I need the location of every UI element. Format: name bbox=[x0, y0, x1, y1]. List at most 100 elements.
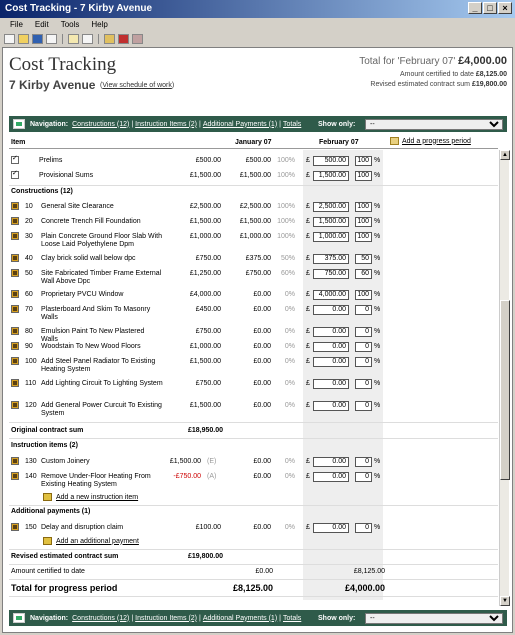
feb-amount-input[interactable]: 375.00 bbox=[313, 254, 349, 264]
status-icon[interactable] bbox=[11, 472, 19, 480]
vertical-scrollbar[interactable]: ▲ ▼ bbox=[499, 150, 510, 606]
feb-percent-input[interactable]: 100 bbox=[355, 171, 372, 181]
feb-percent-input[interactable]: 0 bbox=[355, 379, 372, 389]
nav-link-additional-payments[interactable]: Additional Payments (1) bbox=[202, 120, 278, 128]
nav-link-additional-payments[interactable]: Additional Payments (1) bbox=[202, 614, 278, 622]
feb-percent-input[interactable]: 50 bbox=[355, 254, 372, 264]
certified-summary-label: Amount certified to date bbox=[399, 71, 474, 78]
feb-percent-input[interactable]: 100 bbox=[355, 156, 372, 166]
add-instruction-item[interactable]: Add a new instruction item bbox=[43, 493, 138, 501]
feb-amount-input[interactable]: 1,500.00 bbox=[313, 217, 349, 227]
status-icon[interactable] bbox=[11, 232, 19, 240]
scroll-down-icon[interactable]: ▼ bbox=[500, 596, 510, 606]
table-icon[interactable] bbox=[132, 34, 143, 44]
status-icon[interactable] bbox=[11, 357, 19, 365]
feb-amount-input[interactable]: 1,000.00 bbox=[313, 232, 349, 242]
certified-total-row-jan: £0.00 bbox=[255, 568, 273, 575]
feb-percent-input[interactable]: 0 bbox=[355, 457, 372, 467]
feb-amount-input[interactable]: 0.00 bbox=[313, 457, 349, 467]
feb-percent-input[interactable]: 0 bbox=[355, 401, 372, 411]
status-icon[interactable] bbox=[11, 401, 19, 409]
status-icon[interactable] bbox=[11, 327, 19, 335]
close-button[interactable]: × bbox=[498, 2, 512, 14]
status-icon[interactable] bbox=[11, 269, 19, 277]
feb-percent-input[interactable]: 0 bbox=[355, 305, 372, 315]
status-icon[interactable] bbox=[11, 379, 19, 387]
feb-percent-input[interactable]: 0 bbox=[355, 327, 372, 337]
print-icon[interactable] bbox=[46, 34, 57, 44]
feb-percent-input[interactable]: 0 bbox=[355, 357, 372, 367]
export-icon[interactable] bbox=[82, 34, 93, 44]
feb-percent-input[interactable]: 100 bbox=[355, 217, 372, 227]
currency-symbol: £ bbox=[306, 473, 310, 480]
add-additional-payment-link[interactable]: Add an additional payment bbox=[56, 537, 139, 545]
checkbox-icon[interactable] bbox=[11, 154, 19, 164]
menu-file[interactable]: File bbox=[10, 20, 23, 29]
scroll-up-icon[interactable]: ▲ bbox=[500, 150, 510, 160]
nav-link-constructions[interactable]: Constructions (12) bbox=[72, 614, 130, 622]
nav-link-totals[interactable]: Totals bbox=[283, 120, 302, 128]
status-icon[interactable] bbox=[11, 305, 19, 313]
nav-link-instruction-items[interactable]: Instruction Items (2) bbox=[135, 120, 198, 128]
email-icon[interactable] bbox=[68, 34, 79, 44]
add-instruction-item-link[interactable]: Add a new instruction item bbox=[56, 493, 139, 501]
feb-percent-input[interactable]: 100 bbox=[355, 290, 372, 300]
add-additional-payment[interactable]: Add an additional payment bbox=[43, 537, 139, 545]
period-total-row-feb: £4,000.00 bbox=[344, 583, 385, 593]
feb-percent-input[interactable]: 0 bbox=[355, 342, 372, 352]
grid-icon[interactable] bbox=[104, 34, 115, 44]
feb-amount-input[interactable]: 500.00 bbox=[313, 156, 349, 166]
nav-link-constructions[interactable]: Constructions (12) bbox=[72, 120, 130, 128]
status-icon[interactable] bbox=[11, 290, 19, 298]
feb-amount-input[interactable]: 0.00 bbox=[313, 401, 349, 411]
jan-value: £0.00 bbox=[253, 291, 271, 298]
feb-amount-input[interactable]: 750.00 bbox=[313, 269, 349, 279]
feb-amount-input[interactable]: 1,500.00 bbox=[313, 171, 349, 181]
show-only-select[interactable]: -- bbox=[365, 118, 503, 130]
status-icon[interactable] bbox=[11, 457, 19, 465]
feb-amount-input[interactable]: 0.00 bbox=[313, 327, 349, 337]
nav-link-instruction-items[interactable]: Instruction Items (2) bbox=[135, 614, 198, 622]
save-icon[interactable] bbox=[32, 34, 43, 44]
add-progress-period[interactable]: Add a progress period bbox=[390, 137, 471, 145]
checkbox-icon[interactable] bbox=[11, 169, 19, 179]
status-icon[interactable] bbox=[11, 217, 19, 225]
menu-help[interactable]: Help bbox=[91, 20, 108, 29]
status-icon[interactable] bbox=[11, 254, 19, 262]
add-progress-period-link[interactable]: Add a progress period bbox=[402, 137, 471, 145]
nav-link-totals[interactable]: Totals bbox=[283, 614, 302, 622]
menu-bar: File Edit Tools Help bbox=[0, 18, 515, 32]
feb-percent-input[interactable]: 100 bbox=[355, 202, 372, 212]
minimize-button[interactable]: _ bbox=[468, 2, 482, 14]
feb-amount-input[interactable]: 2,500.00 bbox=[313, 202, 349, 212]
menu-edit[interactable]: Edit bbox=[34, 20, 49, 29]
feb-amount-input[interactable]: 0.00 bbox=[313, 472, 349, 482]
feb-percent-input[interactable]: 0 bbox=[355, 523, 372, 533]
open-folder-icon[interactable] bbox=[18, 34, 29, 44]
feb-percent-input[interactable]: 60 bbox=[355, 269, 372, 279]
feb-amount-input[interactable]: 0.00 bbox=[313, 523, 349, 533]
table-row: 30 Plain Concrete Ground Floor Slab With … bbox=[9, 232, 498, 250]
status-icon[interactable] bbox=[11, 523, 19, 531]
feb-percent-input[interactable]: 0 bbox=[355, 472, 372, 482]
maximize-button[interactable]: □ bbox=[483, 2, 497, 14]
feb-percent-input[interactable]: 100 bbox=[355, 232, 372, 242]
view-schedule-link[interactable]: View schedule of work bbox=[102, 82, 172, 89]
jan-percent: 0% bbox=[284, 380, 295, 387]
scroll-thumb[interactable] bbox=[500, 300, 510, 480]
show-only-select[interactable]: -- bbox=[365, 612, 503, 624]
feb-amount-input[interactable]: 0.00 bbox=[313, 305, 349, 315]
jan-percent: 100% bbox=[277, 172, 295, 179]
status-icon[interactable] bbox=[11, 342, 19, 350]
feb-amount-input[interactable]: 0.00 bbox=[313, 379, 349, 389]
item-description: Custom Joinery bbox=[41, 458, 90, 465]
status-icon[interactable] bbox=[11, 202, 19, 210]
new-icon[interactable] bbox=[4, 34, 15, 44]
feb-amount-input[interactable]: 0.00 bbox=[313, 342, 349, 352]
item-description: Emulsion Paint To New Plastered Walls bbox=[41, 328, 145, 343]
calculator-icon[interactable] bbox=[118, 34, 129, 44]
jan-value: £750.00 bbox=[245, 270, 271, 277]
feb-amount-input[interactable]: 4,000.00 bbox=[313, 290, 349, 300]
menu-tools[interactable]: Tools bbox=[60, 20, 80, 29]
feb-amount-input[interactable]: 0.00 bbox=[313, 357, 349, 367]
